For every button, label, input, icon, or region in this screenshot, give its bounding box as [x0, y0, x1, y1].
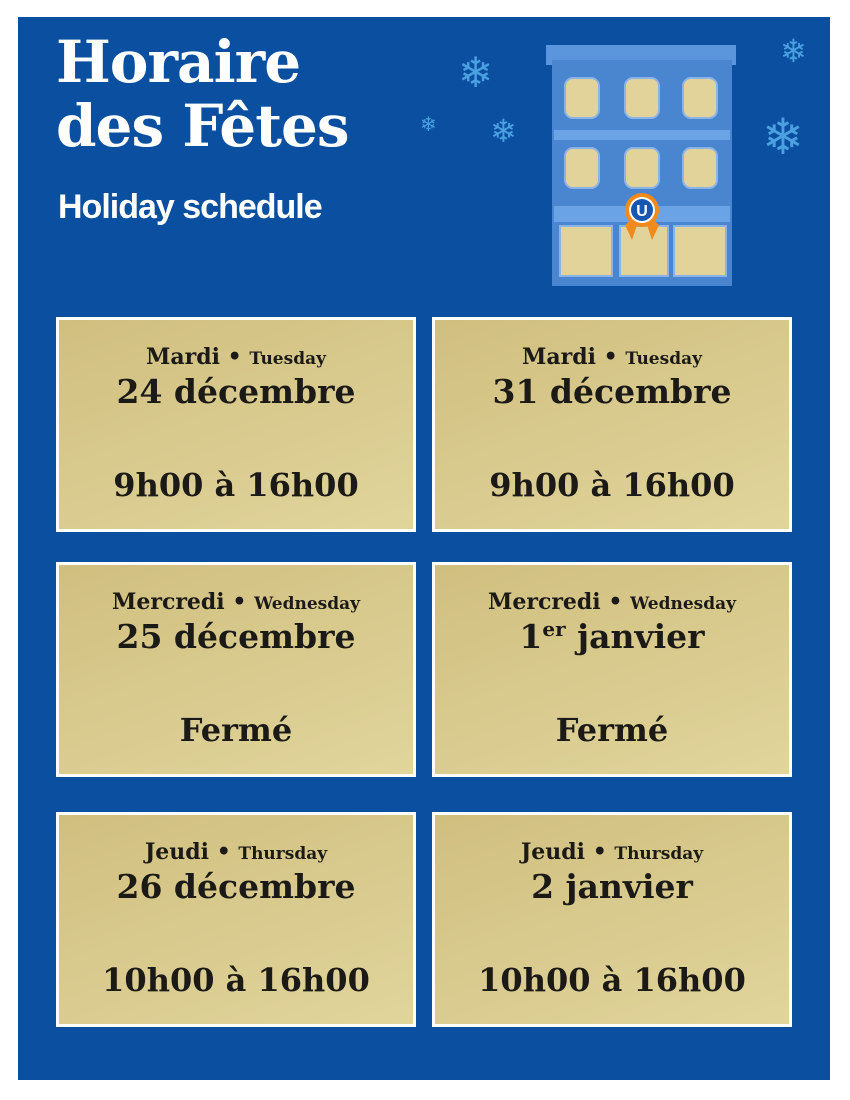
day-fr: Jeudi	[144, 839, 210, 865]
day-fr: Mardi	[522, 344, 596, 370]
day-en: Thursday	[238, 844, 328, 864]
hours: 9h00 à 16h00	[113, 466, 359, 504]
schedule-card: Jeudi • Thursday 2 janvier 10h00 à 16h00	[432, 812, 792, 1027]
snowflake-icon: ❄	[458, 48, 494, 97]
title-line-1: Horaire	[56, 28, 301, 96]
schedule-card: Mardi • Tuesday 31 décembre 9h00 à 16h00	[432, 317, 792, 532]
hours: 10h00 à 16h00	[478, 961, 746, 999]
hours: Fermé	[179, 711, 293, 749]
date: 2 janvier	[531, 867, 693, 906]
date-month: janvier	[565, 617, 705, 656]
snowflake-icon: ❄	[420, 112, 437, 136]
schedule-card: Mercredi • Wednesday 1er janvier Fermé	[432, 562, 792, 777]
date: 1er janvier	[435, 617, 789, 656]
page-subtitle: Holiday schedule	[58, 188, 323, 226]
schedule-card: Jeudi • Thursday 26 décembre 10h00 à 16h…	[56, 812, 416, 1027]
day-en: Thursday	[614, 844, 704, 864]
date: 25 décembre	[116, 617, 356, 656]
snowflake-icon: ❄	[762, 108, 804, 166]
date-ordinal: er	[542, 617, 566, 641]
date: 26 décembre	[116, 867, 356, 906]
store-logo: U	[636, 203, 648, 220]
store-building-illustration: U	[546, 45, 736, 286]
schedule-card: Mercredi • Wednesday 25 décembre Fermé	[56, 562, 416, 777]
page-title: Horaire des Fêtes	[56, 28, 350, 160]
day-en: Wednesday	[254, 594, 360, 614]
title-line-2: des Fêtes	[56, 92, 350, 160]
schedule-card: Mardi • Tuesday 24 décembre 9h00 à 16h00	[56, 317, 416, 532]
day-fr: Jeudi	[520, 839, 586, 865]
day-fr: Mardi	[146, 344, 220, 370]
day-en: Wednesday	[630, 594, 736, 614]
hours: Fermé	[555, 711, 669, 749]
date: 24 décembre	[116, 372, 356, 411]
hours: 9h00 à 16h00	[489, 466, 735, 504]
snowflake-icon: ❄	[780, 32, 807, 70]
day-fr: Mercredi	[488, 589, 601, 615]
date: 31 décembre	[492, 372, 732, 411]
day-fr: Mercredi	[112, 589, 225, 615]
day-en: Tuesday	[249, 349, 326, 369]
snowflake-icon: ❄	[490, 112, 517, 150]
day-en: Tuesday	[625, 349, 702, 369]
hours: 10h00 à 16h00	[102, 961, 370, 999]
date-number: 1	[519, 617, 543, 656]
